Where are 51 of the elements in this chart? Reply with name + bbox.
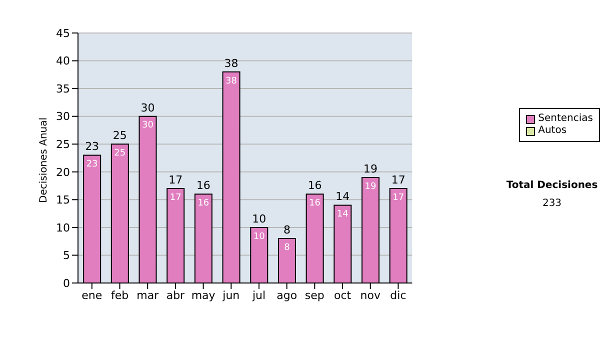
x-tick-label: ago — [276, 288, 298, 302]
y-tick-label: 45 — [56, 26, 70, 40]
data-label: 14 — [336, 210, 349, 220]
data-label: 16 — [309, 198, 321, 208]
data-label: 19 — [364, 182, 377, 192]
total-label: 16 — [308, 179, 322, 192]
y-tick-label: 20 — [56, 166, 70, 179]
total-label: 19 — [364, 162, 378, 176]
total-label: 14 — [336, 190, 350, 204]
total-label: 8 — [283, 224, 290, 237]
legend-label: Autos — [538, 125, 567, 137]
data-label: 25 — [114, 148, 126, 158]
data-label: 23 — [86, 160, 98, 170]
y-tick-label: 15 — [56, 194, 70, 207]
total-label: 17 — [391, 174, 406, 187]
y-axis-title: Decisiones Anual — [38, 117, 50, 203]
x-tick-label: mar — [136, 288, 160, 302]
x-tick-label: dic — [390, 288, 406, 302]
text: 233 — [541, 198, 563, 209]
legend-label: Sentencias — [538, 113, 593, 125]
data-label: 38 — [226, 76, 238, 86]
y-tick-label: 25 — [56, 138, 70, 152]
total-label: 25 — [112, 129, 127, 142]
x-tick-label: abr — [166, 288, 186, 302]
total-label: 23 — [85, 140, 100, 154]
data-label: 8 — [284, 242, 290, 253]
data-label: 17 — [170, 192, 182, 203]
data-label: 16 — [198, 198, 210, 208]
y-tick-label: 0 — [63, 276, 70, 290]
data-label: 10 — [253, 232, 266, 242]
x-tick-label: may — [191, 288, 216, 302]
y-tick-label: 35 — [56, 82, 70, 96]
total-label: 10 — [252, 212, 266, 226]
y-tick-label: 30 — [56, 110, 70, 124]
total-label: 38 — [224, 56, 238, 70]
total-label: 16 — [196, 179, 210, 192]
x-tick-label: sep — [304, 288, 324, 302]
x-tick-label: ene — [82, 288, 102, 302]
y-tick-label: 5 — [63, 249, 70, 262]
x-tick-label: nov — [360, 288, 381, 302]
x-tick-label: jul — [251, 288, 266, 302]
total-label: 17 — [168, 174, 183, 187]
y-tick-label: 40 — [56, 54, 70, 68]
data-label: 17 — [392, 192, 404, 203]
text: Total Decisiones — [505, 180, 599, 191]
data-label: 30 — [142, 120, 154, 131]
x-tick-label: jun — [222, 288, 240, 302]
x-tick-label: feb — [110, 288, 129, 302]
x-tick-label: oct — [334, 288, 352, 302]
total-label: 30 — [140, 101, 155, 114]
y-tick-label: 10 — [56, 221, 70, 234]
